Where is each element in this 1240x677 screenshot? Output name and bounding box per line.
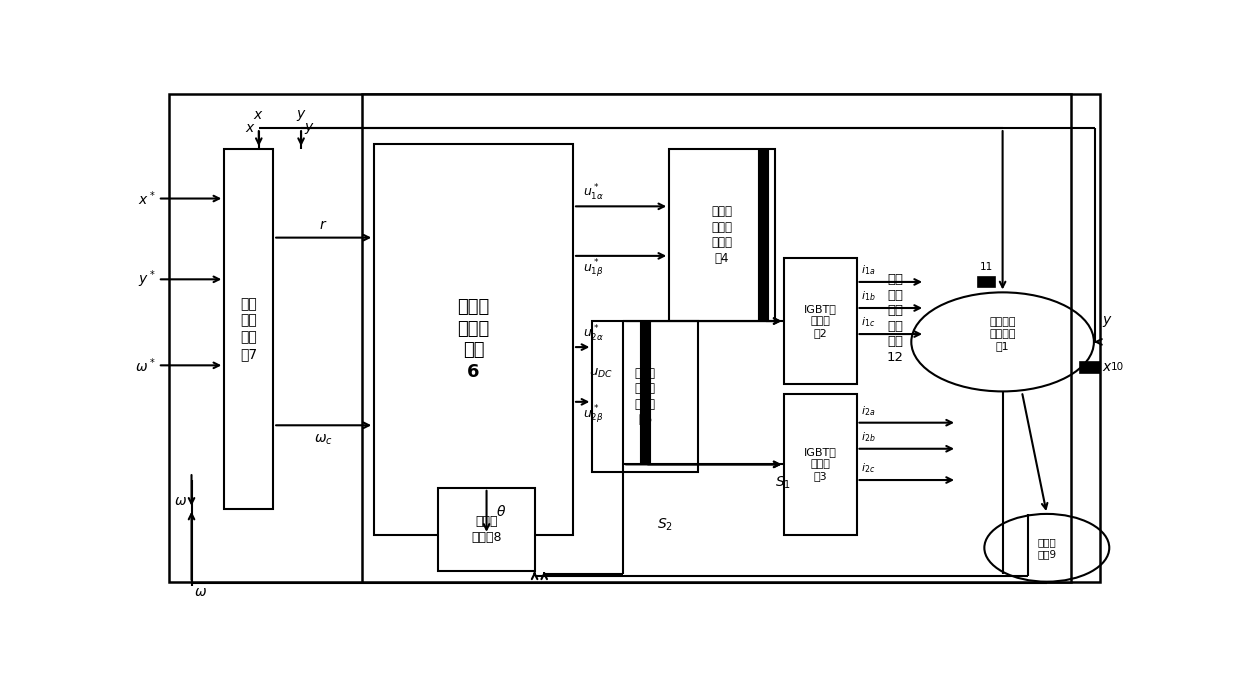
Bar: [362, 94, 1071, 582]
Text: $S_2$: $S_2$: [657, 516, 672, 533]
Text: $\omega^*$: $\omega^*$: [135, 356, 156, 374]
Text: $S_1$: $S_1$: [775, 475, 791, 491]
Text: 11: 11: [980, 263, 993, 272]
Text: 模拟开
关信号
调制模
块5: 模拟开 关信号 调制模 块5: [635, 367, 656, 427]
Bar: [439, 488, 534, 571]
Text: $i_{1b}$: $i_{1b}$: [862, 290, 875, 303]
Bar: [593, 321, 698, 473]
Text: 速度传
感器9: 速度传 感器9: [1037, 537, 1056, 559]
Text: $u_{1\beta}^*$: $u_{1\beta}^*$: [583, 258, 604, 280]
Bar: [374, 144, 573, 535]
Bar: [1080, 362, 1100, 373]
Bar: [977, 277, 994, 287]
Text: $x$: $x$: [1101, 360, 1112, 374]
Text: 10: 10: [1110, 362, 1123, 372]
Text: $u_{2\beta}^*$: $u_{2\beta}^*$: [583, 403, 604, 426]
Text: $x$: $x$: [246, 121, 255, 135]
Text: 无轴承永
磁同步电
机1: 无轴承永 磁同步电 机1: [990, 317, 1016, 351]
Text: $y^*$: $y^*$: [139, 269, 156, 290]
Text: $i_{1a}$: $i_{1a}$: [862, 263, 875, 278]
Text: IGBT三
相逆变
器3: IGBT三 相逆变 器3: [804, 447, 837, 481]
Bar: [670, 149, 775, 321]
Text: $\omega$: $\omega$: [195, 585, 207, 599]
Text: $y$: $y$: [1101, 313, 1112, 328]
Text: $i_{2b}$: $i_{2b}$: [862, 431, 875, 444]
Text: $y$: $y$: [295, 108, 306, 123]
Bar: [224, 149, 273, 508]
Text: $x$: $x$: [253, 108, 264, 122]
Text: 反馈
线性
控制
器7: 反馈 线性 控制 器7: [241, 297, 257, 361]
Bar: [785, 259, 857, 384]
Text: $y$: $y$: [304, 121, 315, 135]
Text: $\omega$: $\omega$: [174, 494, 187, 508]
Text: 模糊
神经
网络
逆控
制器
12: 模糊 神经 网络 逆控 制器 12: [887, 274, 904, 364]
Text: $r$: $r$: [320, 217, 327, 232]
Text: $u_{DC}$: $u_{DC}$: [589, 367, 614, 380]
Text: $i_{2a}$: $i_{2a}$: [862, 404, 875, 418]
Text: $u_{1\alpha}^*$: $u_{1\alpha}^*$: [583, 183, 604, 203]
Text: $x^*$: $x^*$: [139, 190, 156, 208]
Text: $i_{2c}$: $i_{2c}$: [862, 462, 875, 475]
Text: $i_{1c}$: $i_{1c}$: [862, 315, 875, 330]
Text: $u_{2\alpha}^*$: $u_{2\alpha}^*$: [583, 324, 604, 344]
Bar: [785, 394, 857, 535]
Text: $\omega_c$: $\omega_c$: [314, 433, 334, 447]
Text: 角度计
算模块8: 角度计 算模块8: [471, 515, 502, 544]
Text: IGBT三
相逆变
器2: IGBT三 相逆变 器2: [804, 304, 837, 338]
Text: 模拟开
关信号
调制模
块4: 模拟开 关信号 调制模 块4: [712, 205, 733, 265]
Text: $\theta$: $\theta$: [496, 504, 506, 519]
Text: 模糊神
经网络
系统
6: 模糊神 经网络 系统 6: [458, 298, 490, 380]
